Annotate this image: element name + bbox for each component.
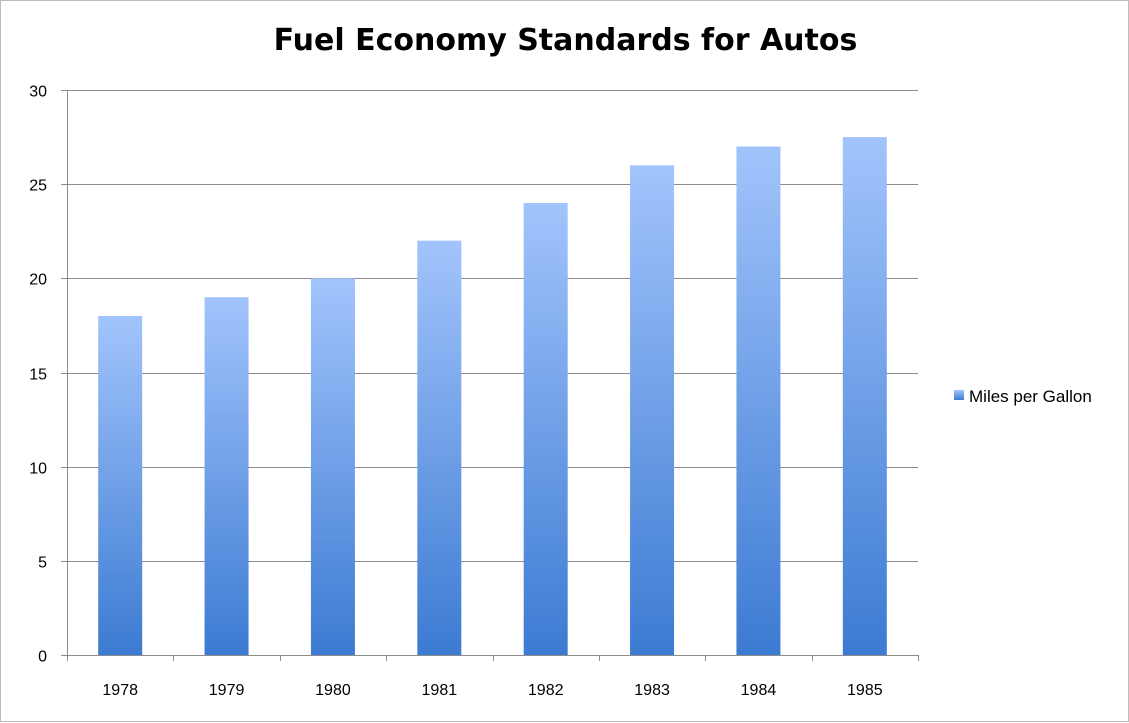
bars (98, 137, 887, 656)
bar (523, 203, 568, 655)
y-tick-label: 0 (38, 649, 47, 666)
x-tick-label: 1983 (634, 682, 670, 699)
x-tick-label: 1980 (315, 682, 351, 699)
bar (98, 316, 143, 655)
bar (842, 137, 887, 656)
chart-title: Fuel Economy Standards for Autos (273, 23, 858, 58)
x-tick-label: 1984 (741, 682, 777, 699)
x-tick-label: 1982 (528, 682, 564, 699)
legend-label: Miles per Gallon (969, 387, 1092, 406)
x-tick-label: 1978 (102, 682, 138, 699)
x-tick-label: 1979 (209, 682, 245, 699)
y-tick-label: 20 (29, 272, 47, 289)
bar (736, 146, 781, 655)
bar (310, 278, 355, 655)
y-tick-label: 10 (29, 461, 47, 478)
bar (630, 165, 675, 656)
gridlines (67, 90, 918, 562)
bar (204, 297, 249, 655)
x-tick-label: 1981 (422, 682, 458, 699)
bar (417, 240, 462, 655)
y-tick-label: 25 (29, 178, 47, 195)
axes (61, 90, 919, 661)
x-tick-label: 1985 (847, 682, 883, 699)
legend: Miles per Gallon (954, 387, 1092, 406)
y-tick-label: 5 (38, 555, 47, 572)
legend-swatch (954, 390, 964, 400)
y-tick-label: 30 (29, 84, 47, 101)
y-tick-label: 15 (29, 367, 47, 384)
tick-labels: 0 5 10 15 20 25 30 1978 1979 1980 1981 1982 1983 1984… (29, 84, 883, 700)
